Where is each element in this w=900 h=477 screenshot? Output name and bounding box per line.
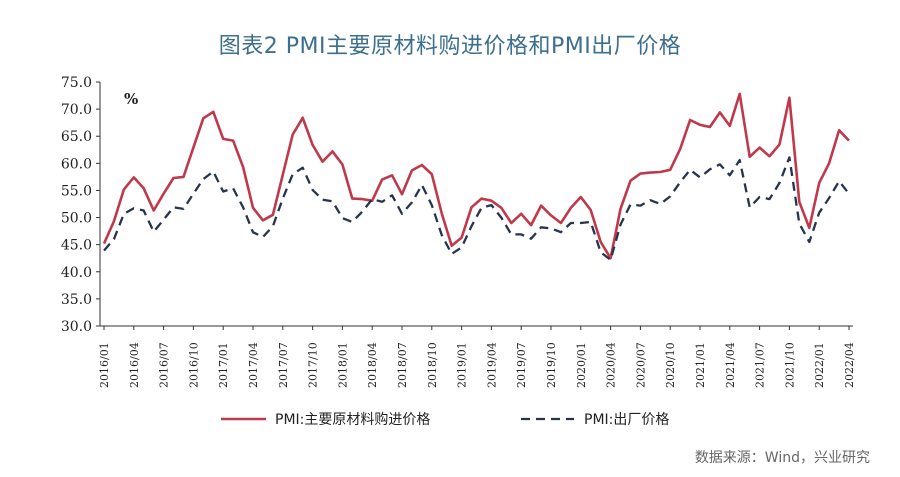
x-tick-label: 2017/04 [247,342,260,388]
x-tick-label: 2022/04 [843,342,856,388]
x-tick-label: 2019/04 [485,342,498,388]
y-tick-label: 75.0 [61,75,92,91]
legend-label-purchase-price: PMI:主要原材料购进价格 [275,412,430,428]
legend-label-output-price: PMI:出厂价格 [584,412,669,428]
x-tick-label: 2019/07 [515,342,528,388]
data-source-note: 数据来源：Wind，兴业研究 [694,450,870,466]
x-tick-label: 2022/01 [813,342,826,388]
x-tick-label: 2020/01 [575,342,588,388]
y-tick-label: 35.0 [61,292,92,308]
y-axis-ticks: 30.0 35.0 40.0 45.0 50.0 55.0 60.0 65.0 70.0 75.0 [61,75,100,335]
y-tick-label: 40.0 [61,265,92,281]
x-tick-label: 2018/04 [366,342,379,388]
x-tick-label: 2016/07 [158,342,171,388]
y-tick-label: 60.0 [61,156,92,172]
x-tick-label: 2019/10 [545,342,558,388]
x-tick-label: 2021/04 [724,342,737,388]
x-tick-label: 2016/10 [187,342,200,388]
x-tick-label: 2018/10 [426,342,439,388]
series-line-output-price [103,156,850,261]
series-lines [102,92,850,261]
y-tick-label: 45.0 [61,238,92,254]
legend: PMI:主要原材料购进价格 PMI:出厂价格 [221,412,669,428]
axes [99,82,853,327]
x-tick-label: 2020/04 [605,342,618,388]
x-tick-label: 2016/04 [128,342,141,388]
x-tick-label: 2017/01 [217,342,230,388]
x-tick-label: 2018/01 [336,342,349,388]
y-tick-label: 70.0 [61,102,92,118]
y-tick-label: 55.0 [61,183,92,199]
x-tick-label: 2019/01 [456,342,469,388]
x-tick-label: 2018/07 [396,342,409,388]
x-tick-label: 2020/10 [664,342,677,388]
x-tick-label: 2021/10 [783,342,796,388]
x-tick-label: 2020/07 [634,342,647,388]
x-tick-label: 2016/01 [98,342,111,388]
x-tick-label: 2017/10 [307,342,320,388]
y-tick-label: 50.0 [61,211,92,227]
chart-title: 图表2 PMI主要原材料购进价格和PMI出厂价格 [218,34,682,59]
y-tick-label: 30.0 [61,319,92,335]
unit-label: % [124,90,138,108]
x-tick-label: 2017/07 [277,342,290,388]
series-line-purchase-price [102,92,850,260]
y-tick-label: 65.0 [61,129,92,145]
x-tick-label: 2021/07 [754,342,767,388]
x-axis-ticks: 2016/01 2016/04 2016/07 2016/10 2017/01 2017/… [98,326,856,388]
x-tick-label: 2021/01 [694,342,707,388]
